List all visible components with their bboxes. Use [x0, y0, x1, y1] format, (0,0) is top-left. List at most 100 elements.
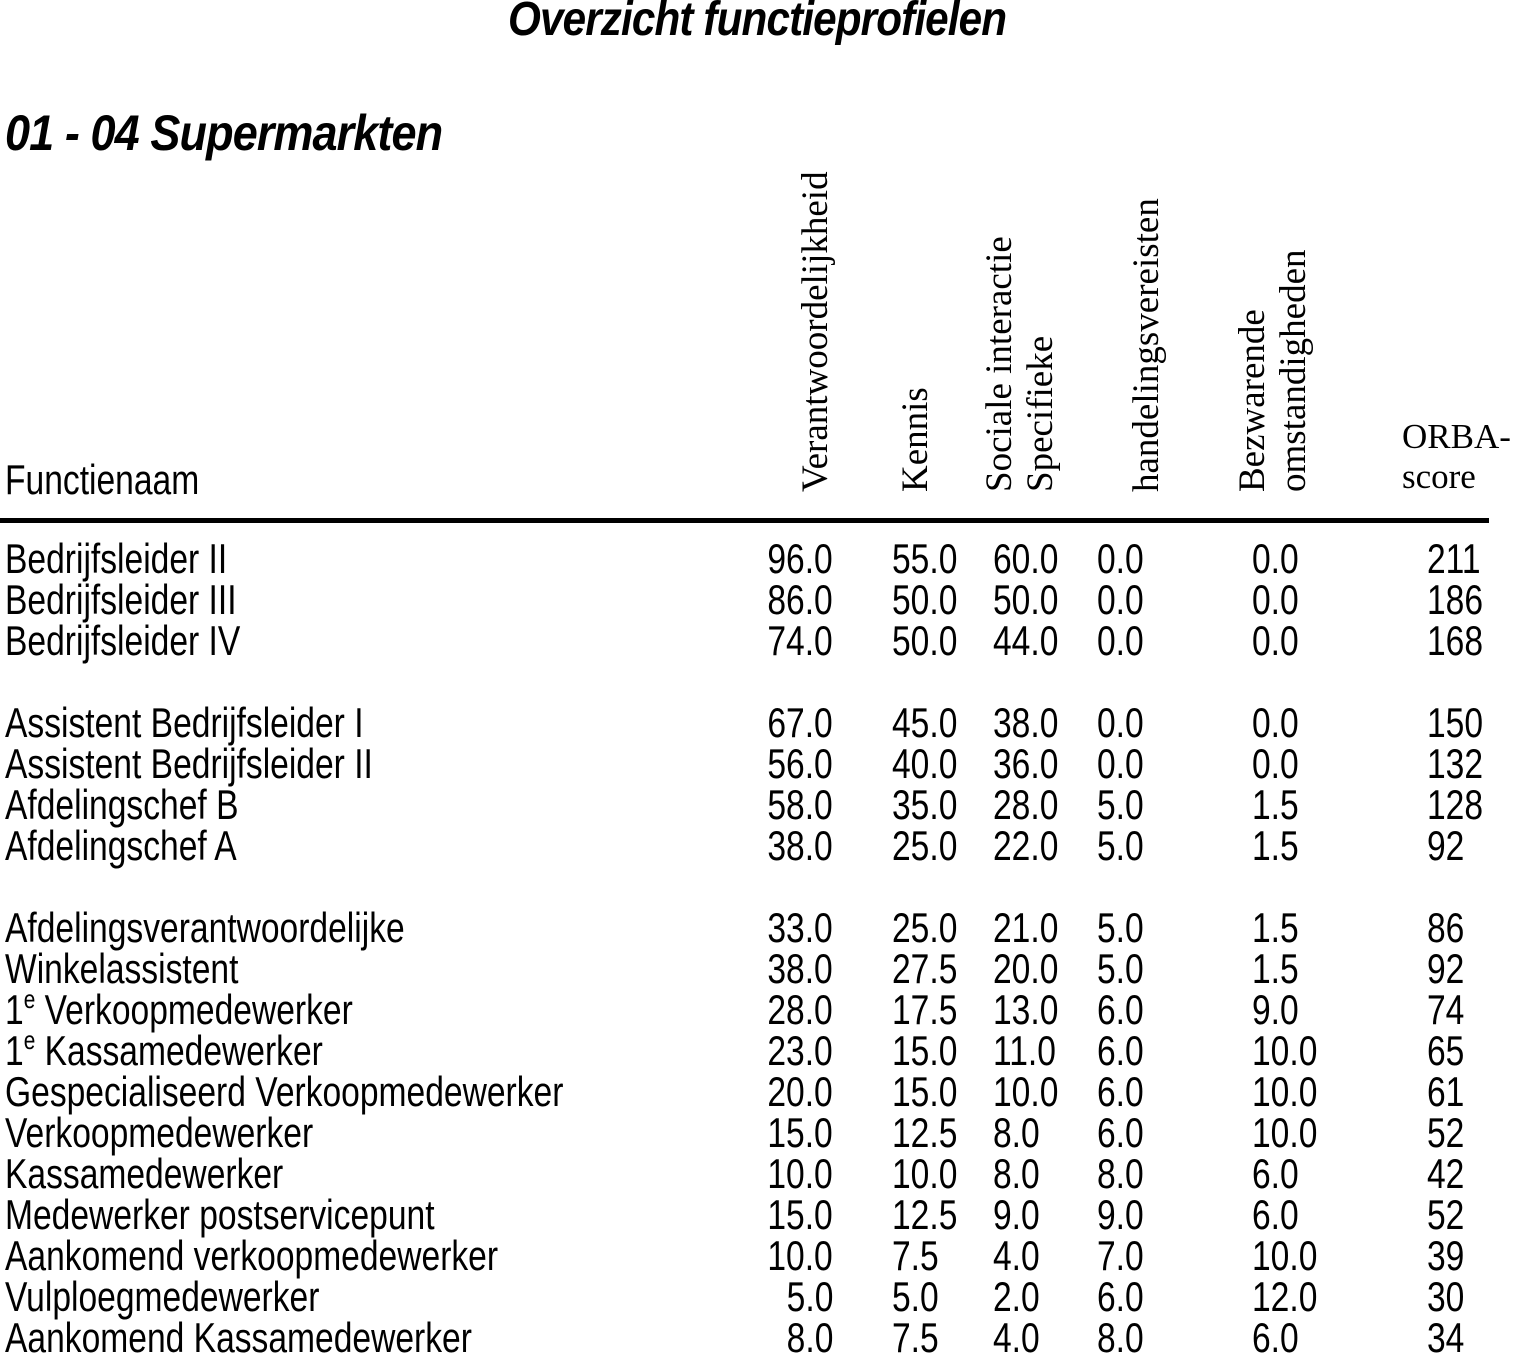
table-row: Gespecialiseerd Verkoopmedewerker 20.0 15.…	[0, 1068, 1514, 1115]
value-text: 17.5	[892, 986, 958, 1033]
table-row: Aankomend Kassamedewerker 8.0 7.5 4.0 8.0 6.0…	[0, 1317, 1514, 1353]
cell-functienaam: 1e Verkoopmedewerker	[5, 986, 440, 1031]
cell-bezwarende-omstandigheden: 6.0	[1252, 1194, 1310, 1236]
cell-functienaam: Afdelingsverantwoordelijke	[5, 904, 505, 951]
value-text: 132	[1427, 740, 1484, 787]
cell-verantwoordelijkheid: 67.0	[600, 699, 833, 746]
value-text: 28.0	[767, 986, 833, 1033]
value-text: 0.0	[1252, 699, 1299, 746]
table-row: Aankomend verkoopmedewerker 10.0 7.5 4.0 7.0…	[0, 1232, 1514, 1279]
table-row: Kassamedewerker 10.0 10.0 8.0 8.0 6.0 42	[0, 1150, 1514, 1197]
value-text: 50.0	[993, 576, 1059, 623]
value-text: 10.0	[892, 1150, 958, 1197]
cell-handelingsvereisten: 6.0	[1097, 989, 1155, 1031]
cell-orba-score: 86	[1427, 907, 1474, 949]
value-text: 27.5	[892, 945, 958, 992]
cell-verantwoordelijkheid: 38.0	[600, 948, 833, 990]
cell-functienaam: Kassamedewerker	[5, 1153, 353, 1195]
table-row: Verkoopmedewerker 15.0 12.5 8.0 6.0 10.0 52	[0, 1109, 1514, 1156]
functienaam-text: Afdelingschef B	[5, 781, 239, 828]
cell-orba-score: 128	[1427, 784, 1497, 826]
cell-sociale-interactie-specifieke: 50.0	[993, 576, 1075, 623]
cell-kennis: 50.0	[892, 579, 974, 621]
cell-functienaam: Assistent Bedrijfsleider II	[5, 743, 465, 785]
value-text: 0.0	[1097, 699, 1144, 746]
cell-handelingsvereisten: 0.0	[1097, 743, 1155, 785]
cell-verantwoordelijkheid: 10.0	[600, 1235, 833, 1277]
cell-bezwarende-omstandigheden: 0.0	[1252, 699, 1310, 746]
value-text: 60.0	[993, 535, 1059, 582]
value-text: 6.0	[1252, 1150, 1299, 1197]
cell-kennis: 15.0	[892, 1071, 974, 1113]
cell-verantwoordelijkheid: 10.0	[600, 1153, 833, 1195]
cell-handelingsvereisten: 0.0	[1097, 579, 1155, 621]
functienaam-text: Bedrijfsleider III	[5, 576, 237, 623]
cell-handelingsvereisten: 8.0	[1097, 1153, 1155, 1195]
value-text: 13.0	[993, 986, 1059, 1033]
cell-sociale-interactie-specifieke: 9.0	[993, 1194, 1051, 1236]
cell-orba-score: 42	[1427, 1153, 1474, 1195]
value-text: 55.0	[892, 535, 958, 582]
value-text: 86.0	[767, 576, 833, 623]
cell-sociale-interactie-specifieke: 36.0	[993, 740, 1075, 787]
value-text: 74.0	[767, 617, 833, 664]
cell-bezwarende-omstandigheden: 10.0	[1252, 1235, 1334, 1277]
cell-bezwarende-omstandigheden: 10.0	[1252, 1112, 1334, 1154]
functienaam-text: Afdelingschef A	[5, 822, 237, 869]
cell-bezwarende-omstandigheden: 6.0	[1252, 1150, 1310, 1197]
value-text: 67.0	[767, 699, 833, 746]
cell-orba-score: 132	[1427, 740, 1497, 787]
functienaam-text: Assistent Bedrijfsleider I	[5, 699, 364, 746]
value-text: 0.0	[1252, 576, 1299, 623]
cell-kennis: 15.0	[892, 1030, 974, 1072]
cell-verantwoordelijkheid: 15.0	[600, 1194, 833, 1236]
table-row: Assistent Bedrijfsleider I 67.0 45.0 38.0 0.…	[0, 699, 1514, 746]
page-title: Overzicht functieprofielen	[508, 0, 1007, 46]
cell-sociale-interactie-specifieke: 8.0	[993, 1109, 1051, 1156]
cell-kennis: 17.5	[892, 986, 974, 1033]
value-text: 56.0	[767, 740, 833, 787]
cell-sociale-interactie-specifieke: 2.0	[993, 1276, 1051, 1318]
table-row: Vulploegmedewerker 5.0 5.0 2.0 6.0 12.0 30	[0, 1276, 1514, 1318]
cell-verantwoordelijkheid: 56.0	[600, 740, 833, 787]
section-title: 01 - 04 Supermarkten	[5, 105, 443, 161]
cell-orba-score: 52	[1427, 1112, 1474, 1154]
value-text: 150	[1427, 699, 1484, 746]
functienaam-text: Afdelingsverantwoordelijke	[5, 904, 405, 951]
value-text: 61	[1427, 1068, 1465, 1115]
value-text: 0.0	[1252, 740, 1299, 787]
table-row: Afdelingschef B 58.0 35.0 28.0 5.0 1.5 128	[0, 781, 1514, 828]
cell-sociale-interactie-specifieke: 4.0	[993, 1317, 1051, 1353]
cell-sociale-interactie-specifieke: 22.0	[993, 825, 1075, 867]
cell-handelingsvereisten: 5.0	[1097, 907, 1155, 949]
functienaam-text: Aankomend verkoopmedewerker	[5, 1232, 499, 1279]
cell-verantwoordelijkheid: 33.0	[600, 907, 833, 949]
value-text: 34	[1427, 1314, 1465, 1353]
cell-functienaam: Bedrijfsleider IV	[5, 620, 299, 662]
value-text: 44.0	[993, 617, 1059, 664]
cell-bezwarende-omstandigheden: 0.0	[1252, 538, 1310, 580]
cell-kennis: 7.5	[892, 1317, 950, 1353]
value-text: 65	[1427, 1027, 1465, 1074]
value-text: 0.0	[1097, 617, 1144, 664]
table-row: Medewerker postservicepunt 15.0 12.5 9.0 9.0…	[0, 1194, 1514, 1236]
column-header-kennis: Kennis	[895, 387, 936, 492]
value-text: 168	[1427, 617, 1484, 664]
value-text: 50.0	[892, 617, 958, 664]
functienaam-text: Bedrijfsleider II	[5, 535, 228, 582]
value-text: 211	[1427, 535, 1481, 582]
cell-orba-score: 65	[1427, 1027, 1474, 1074]
value-text: 20.0	[993, 945, 1059, 992]
value-text: 12.5	[892, 1109, 958, 1156]
value-text: 11.0	[993, 1027, 1056, 1074]
table-row: Afdelingschef A 38.0 25.0 22.0 5.0 1.5 92	[0, 822, 1514, 869]
cell-functienaam: Afdelingschef A	[5, 822, 295, 869]
cell-kennis: 12.5	[892, 1109, 974, 1156]
superscript: e	[23, 1025, 36, 1055]
value-text: 8.0	[993, 1109, 1040, 1156]
value-text: 36.0	[993, 740, 1059, 787]
cell-sociale-interactie-specifieke: 38.0	[993, 702, 1075, 744]
cell-bezwarende-omstandigheden: 1.5	[1252, 784, 1310, 826]
column-header-sociale-interactie-specifieke: Sociale interactie Specifieke	[979, 236, 1061, 492]
cell-handelingsvereisten: 6.0	[1097, 1030, 1155, 1072]
